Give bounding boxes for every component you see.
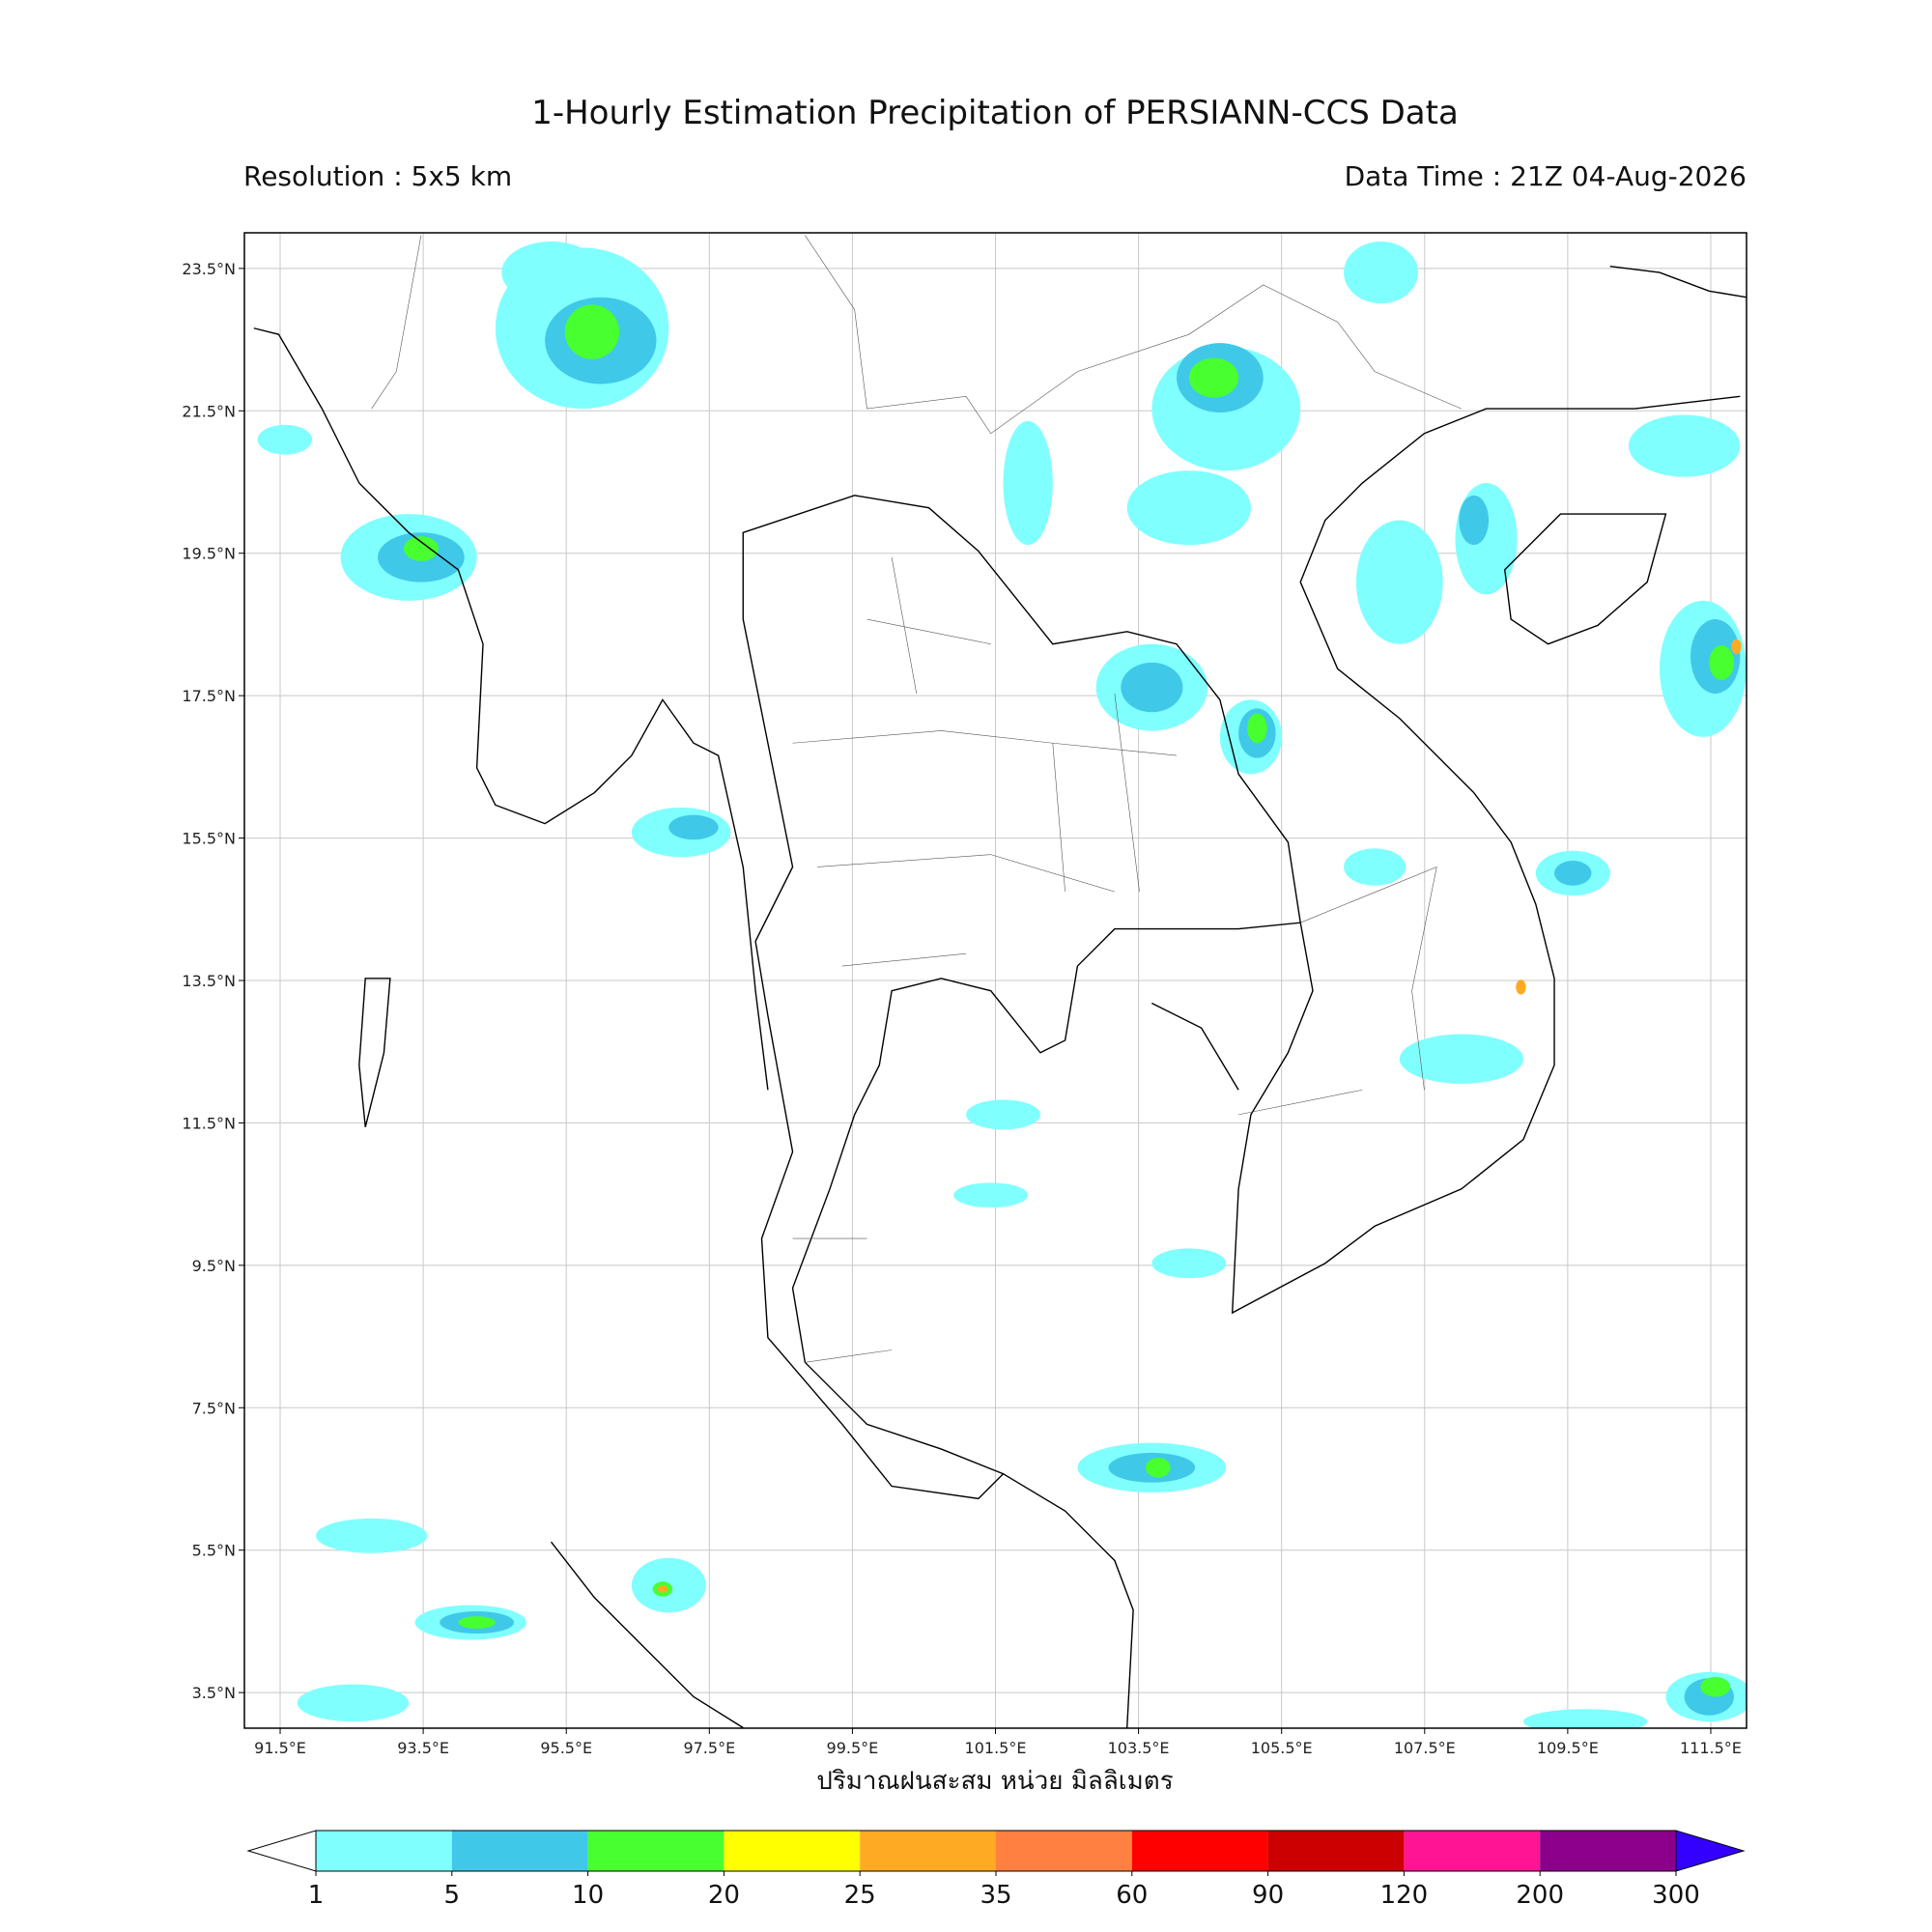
y-tick-label: 13.5°N bbox=[182, 972, 236, 990]
colorbar-label: 10 bbox=[572, 1881, 604, 1910]
y-tick-label: 7.5°N bbox=[192, 1399, 236, 1417]
x-tick-label: 93.5°E bbox=[397, 1739, 449, 1757]
colorbar-label: 1 bbox=[308, 1881, 325, 1910]
y-tick-label: 9.5°N bbox=[192, 1257, 236, 1275]
rain-heavy bbox=[403, 304, 1734, 1697]
data-time: Data Time : 21Z 04-Aug-2026 bbox=[1345, 160, 1747, 192]
colorbar-label: 5 bbox=[444, 1881, 461, 1910]
colorbar-box bbox=[1267, 1831, 1405, 1871]
y-tick-label: 3.5°N bbox=[192, 1684, 236, 1702]
coastlines bbox=[254, 267, 1747, 1728]
y-tick-label: 17.5°N bbox=[182, 687, 236, 705]
y-tick-label: 5.5°N bbox=[192, 1542, 236, 1560]
y-tick-label: 21.5°N bbox=[182, 402, 236, 420]
colorbar-box bbox=[316, 1831, 452, 1871]
colorbar-label: 90 bbox=[1252, 1881, 1284, 1910]
colorbar-label: 20 bbox=[708, 1881, 740, 1910]
colorbar-label: 120 bbox=[1380, 1881, 1429, 1910]
colorbar-label: 300 bbox=[1652, 1881, 1700, 1910]
rain-moderate bbox=[378, 297, 1741, 1716]
colorbar-box bbox=[1540, 1831, 1676, 1871]
colorbar-under bbox=[246, 1830, 317, 1872]
x-tick-label: 95.5°E bbox=[540, 1739, 592, 1757]
colorbar-box bbox=[1131, 1831, 1268, 1871]
colorbar-label: 200 bbox=[1516, 1881, 1564, 1910]
x-tick-label: 103.5°E bbox=[1108, 1739, 1170, 1757]
rain-intense bbox=[657, 639, 1742, 1593]
x-tick-label: 97.5°E bbox=[683, 1739, 735, 1757]
colorbar-box bbox=[451, 1831, 588, 1871]
colorbar: 1 5 10 20 25 35 60 90 120 200 300 bbox=[246, 1830, 1746, 1910]
colorbar-box bbox=[587, 1831, 724, 1871]
axis-label: ปริมาณฝนสะสม หน่วย มิลลิเมตร bbox=[816, 1767, 1173, 1796]
title: 1-Hourly Estimation Precipitation of PER… bbox=[531, 94, 1459, 132]
colorbar-over bbox=[1675, 1830, 1746, 1872]
y-tick-label: 19.5°N bbox=[182, 545, 236, 563]
colorbar-box bbox=[1404, 1831, 1541, 1871]
map bbox=[254, 236, 1747, 1728]
y-tick-label: 23.5°N bbox=[182, 260, 236, 278]
colorbar-label: 35 bbox=[980, 1881, 1011, 1910]
colorbar-label: 60 bbox=[1116, 1881, 1148, 1910]
rain-light bbox=[257, 242, 1747, 1728]
y-tick-label: 11.5°N bbox=[182, 1114, 236, 1132]
colorbar-box bbox=[996, 1831, 1132, 1871]
y-tick-label: 15.5°N bbox=[182, 830, 236, 848]
colorbar-box bbox=[724, 1831, 861, 1871]
x-tick-label: 107.5°E bbox=[1394, 1739, 1456, 1757]
x-tick-label: 109.5°E bbox=[1537, 1739, 1599, 1757]
borders bbox=[372, 236, 1462, 1363]
x-tick-label: 99.5°E bbox=[827, 1739, 879, 1757]
x-tick-label: 91.5°E bbox=[254, 1739, 306, 1757]
x-tick-label: 101.5°E bbox=[965, 1739, 1027, 1757]
colorbar-box bbox=[860, 1831, 996, 1871]
colorbar-label: 25 bbox=[844, 1881, 876, 1910]
precip-field bbox=[257, 242, 1747, 1728]
x-tick-label: 111.5°E bbox=[1680, 1739, 1742, 1757]
resolution: Resolution : 5x5 km bbox=[243, 160, 512, 192]
x-tick-label: 105.5°E bbox=[1251, 1739, 1313, 1757]
